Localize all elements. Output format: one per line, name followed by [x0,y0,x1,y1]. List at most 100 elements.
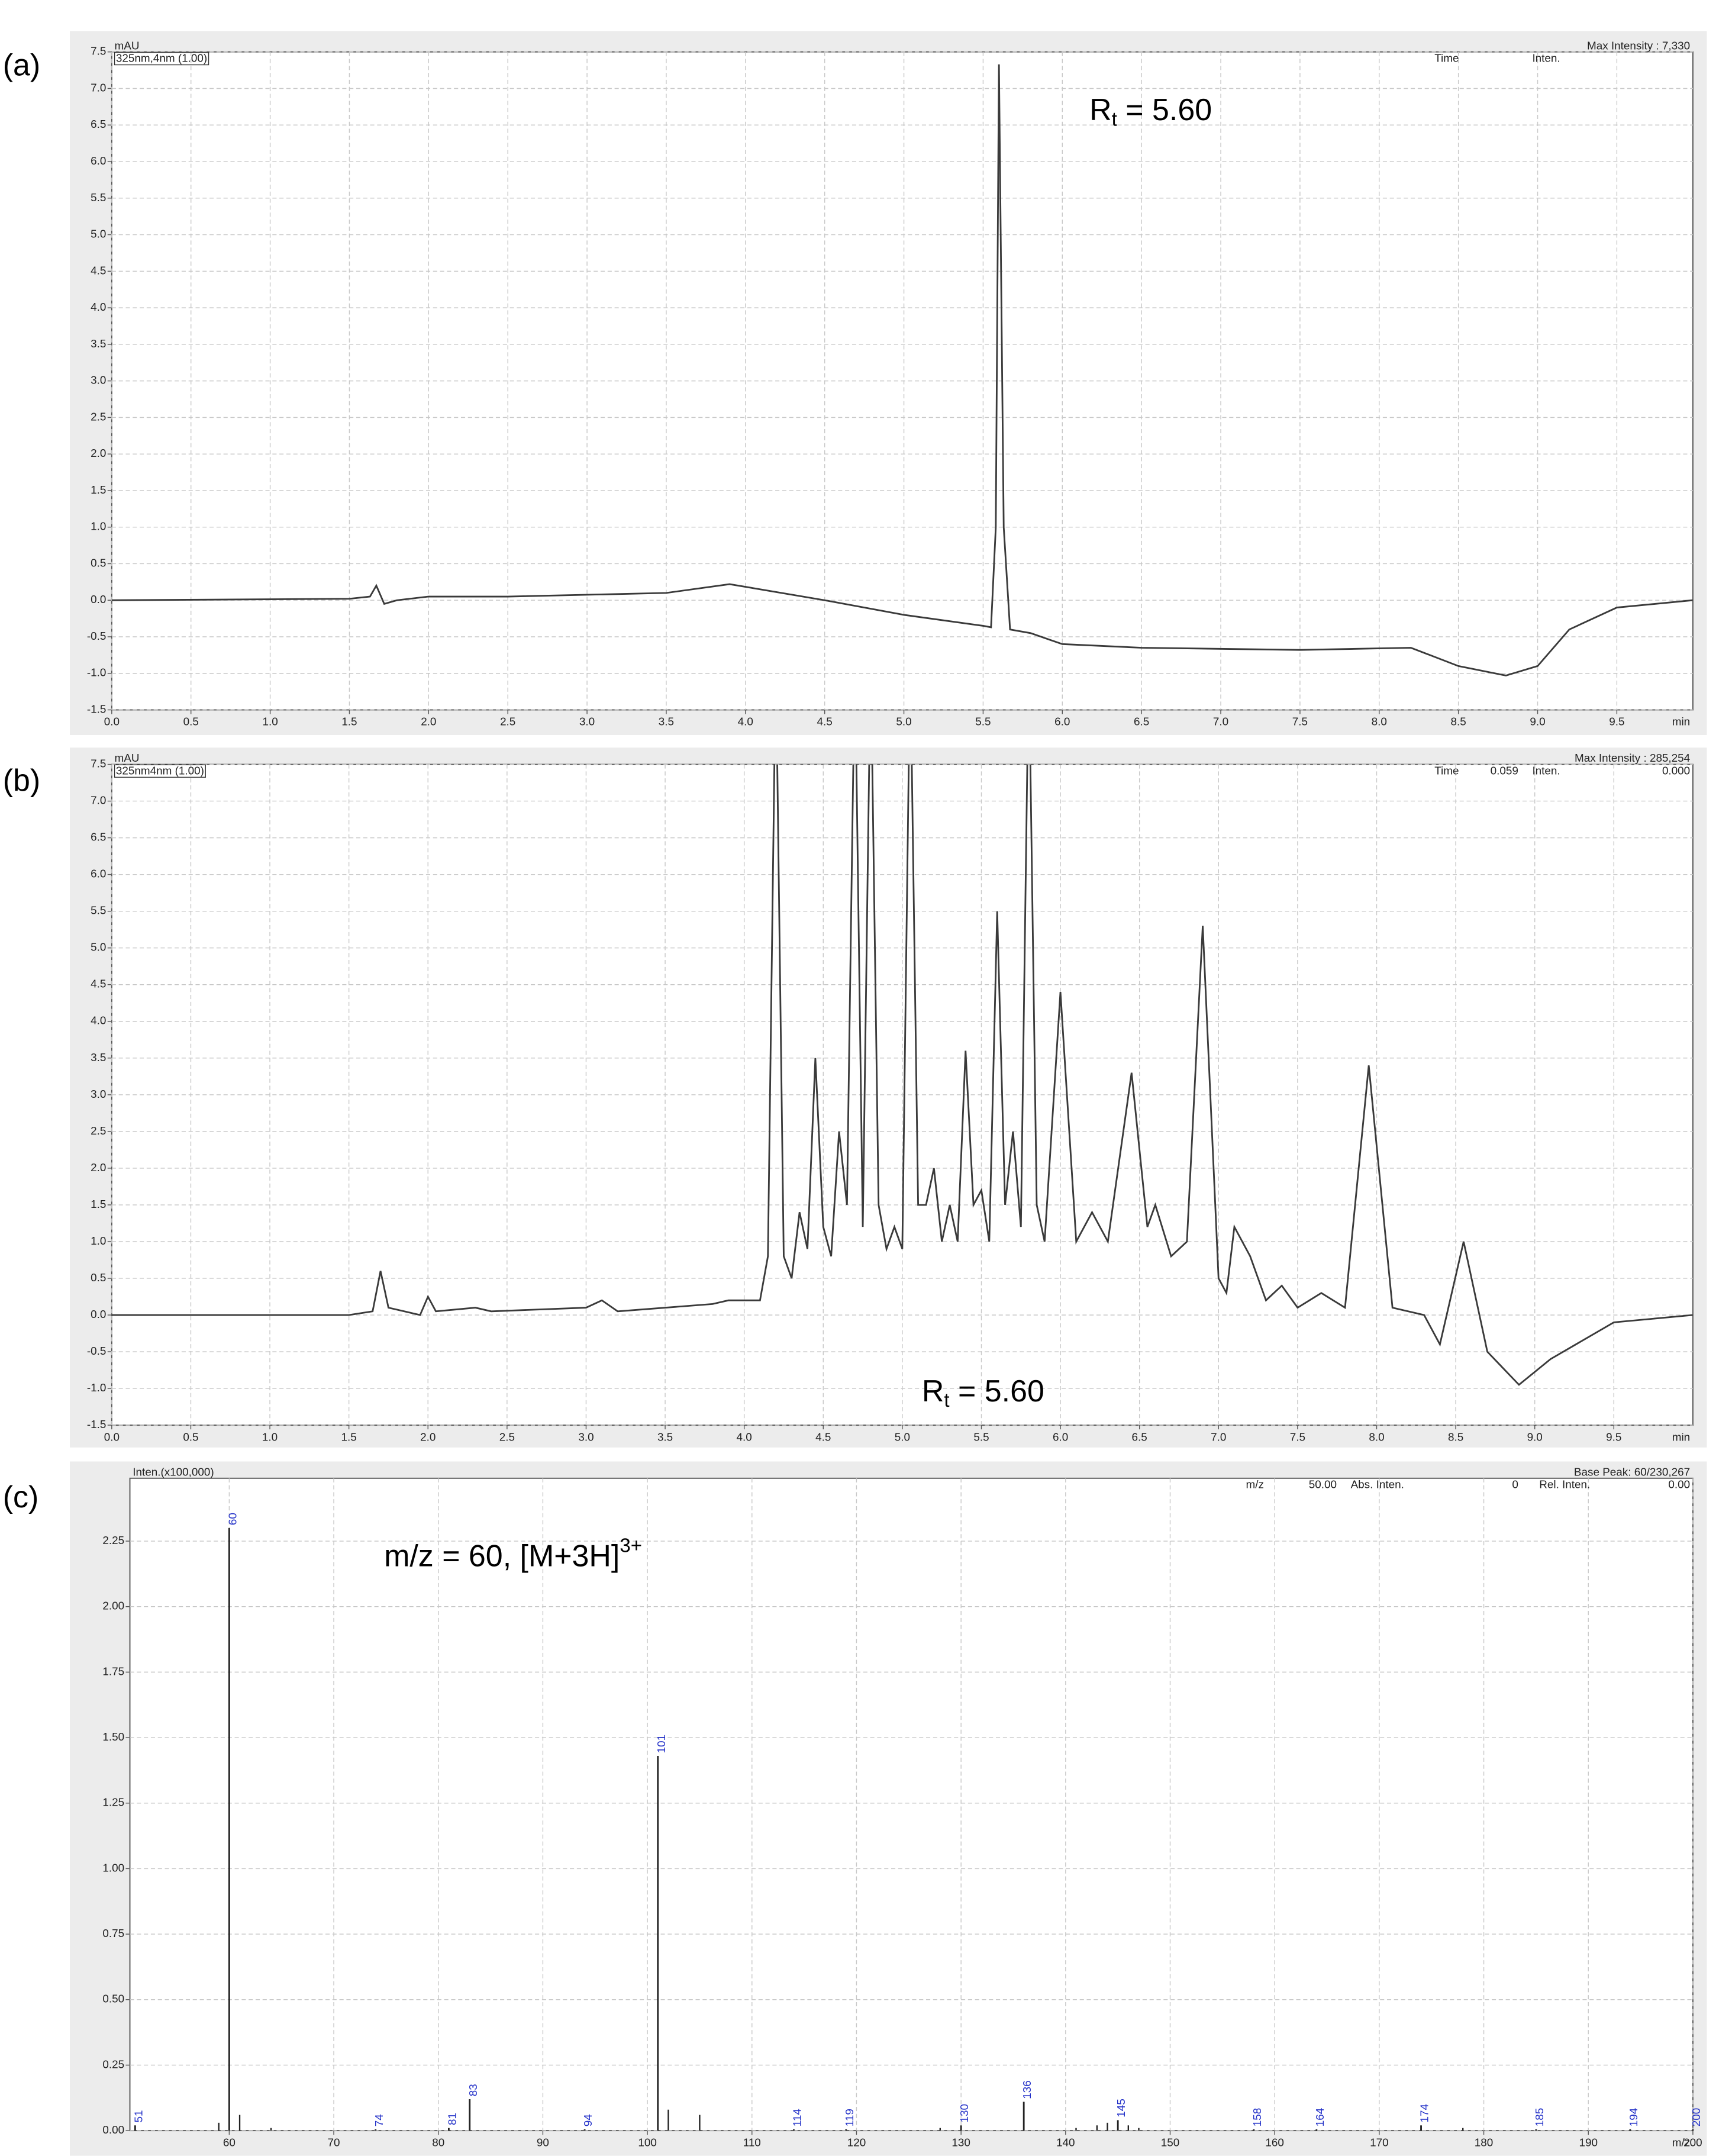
x-tick-label: 2.0 [421,716,436,729]
x-tick-label: 8.5 [1448,1431,1463,1443]
peak-label: 94 [582,2114,595,2126]
y-tick-label: 3.0 [91,375,106,387]
x-tick-label: 190 [1579,2136,1598,2149]
x-tick-label: 140 [1056,2136,1075,2149]
y-tick-label: 5.0 [91,228,106,241]
y-tick-label: 2.0 [91,447,106,460]
annotation-text: R [922,1374,944,1409]
x-tick-label: 2.0 [420,1431,436,1443]
header-y-unit: mAU [115,752,140,765]
trace [111,764,1693,1386]
header-mz-label: m/z [1246,1479,1264,1491]
x-tick-label: 60 [223,2136,236,2149]
x-tick-label: 6.5 [1132,1431,1147,1443]
peak-label: 81 [446,2113,459,2125]
plot-area [129,1477,1694,2132]
x-tick-label: 9.5 [1606,1431,1621,1443]
x-axis-unit: m/z [1672,2136,1690,2149]
y-tick-label: 2.25 [102,1535,124,1547]
y-tick-label: 0.00 [102,2124,124,2136]
x-tick-label: 6.0 [1054,716,1070,729]
annotation: m/z = 60, [M+3H]3+ [384,1535,642,1573]
y-tick-label: 2.5 [91,1125,106,1137]
x-tick-label: 1.0 [262,1431,278,1443]
y-tick-label: 0.75 [102,1928,124,1940]
y-tick-label: 1.00 [102,1862,124,1874]
y-tick-label: 3.0 [91,1088,106,1101]
x-tick-label: 7.0 [1213,716,1228,729]
y-tick-label: 0.5 [91,557,106,569]
peak-label: 145 [1115,2099,1128,2118]
peak-label: 174 [1419,2104,1431,2123]
peak-label: 60 [227,1513,239,1525]
y-tick-label: 0.0 [91,1309,106,1321]
x-axis-unit: min [1672,1431,1690,1443]
header-inten-label: Inten. [1532,765,1560,777]
y-tick-label: 2.00 [102,1600,124,1613]
header-channel: 325nm4nm (1.00) [116,765,204,777]
x-tick-label: 9.5 [1609,716,1624,729]
x-tick-label: 8.0 [1369,1431,1384,1443]
x-tick-label: 120 [847,2136,866,2149]
panel-label: (c) [3,1480,39,1514]
y-tick-label: 1.0 [91,1235,106,1248]
header-rel-label: Rel. Inten. [1539,1479,1590,1491]
x-tick-label: 130 [952,2136,970,2149]
header-max-intensity: Max Intensity : 7,330 [1587,40,1690,52]
peak-label: 101 [656,1735,668,1754]
y-tick-label: -1.5 [87,703,107,716]
y-tick-label: 7.5 [91,758,106,771]
y-tick-label: -0.5 [87,630,107,643]
x-tick-label: 3.0 [578,1431,594,1443]
peak-label: 200 [1691,2108,1703,2127]
y-tick-label: 5.0 [91,942,106,954]
x-tick-label: 1.0 [262,716,278,729]
y-tick-label: -1.0 [87,667,107,679]
peak-label: 194 [1628,2108,1640,2127]
y-tick-label: 1.5 [91,1198,106,1211]
header-inten-label: Inten. [1532,53,1560,65]
y-tick-label: 4.0 [91,1015,106,1027]
x-tick-label: 160 [1265,2136,1284,2149]
header-max-intensity: Max Intensity : 285,254 [1575,752,1690,765]
x-tick-label: 4.0 [737,1431,752,1443]
peak-label: 164 [1314,2108,1327,2127]
x-tick-label: 4.5 [817,716,833,729]
annotation-text: = 5.60 [950,1374,1044,1409]
x-tick-label: 0.5 [183,1431,198,1443]
header-time-label: Time [1434,765,1459,777]
peak-label: 136 [1021,2080,1034,2099]
x-tick-label: 170 [1370,2136,1389,2149]
header-y-unit: Inten.(x100,000) [133,1466,214,1478]
header-mz-value: 50.00 [1309,1479,1337,1491]
peak-label: 74 [373,2114,386,2126]
header-rel-value: 0.00 [1668,1479,1690,1491]
y-tick-label: 4.0 [91,301,106,314]
y-tick-label: 7.0 [91,82,106,94]
annotation-subscript: t [1112,108,1117,130]
annotation: Rt = 5.60 [922,1374,1044,1411]
x-tick-label: 3.5 [657,1431,673,1443]
y-tick-label: 0.0 [91,594,106,606]
y-tick-label: 7.5 [91,46,106,58]
x-tick-label: 90 [537,2136,549,2149]
header-channel: 325nm,4nm (1.00) [116,53,207,65]
channel-box [114,51,209,66]
y-tick-label: 3.5 [91,1052,106,1064]
x-tick-label: 200 [1683,2136,1702,2149]
header-abs-value: 0 [1512,1479,1518,1491]
annotation: Rt = 5.60 [1089,93,1212,130]
y-tick-label: -0.5 [87,1345,107,1358]
annotation-text: = 5.60 [1117,93,1212,127]
header-inten-value: 0.000 [1662,765,1690,777]
y-tick-label: 2.0 [91,1162,106,1174]
x-tick-label: 3.0 [579,716,595,729]
x-tick-label: 2.5 [499,1431,515,1443]
x-tick-label: 3.5 [659,716,674,729]
trace [111,64,1693,676]
x-tick-label: 0.5 [183,716,199,729]
y-tick-label: 2.5 [91,411,106,423]
x-tick-label: 2.5 [500,716,515,729]
panel-label: (b) [3,763,40,798]
x-tick-label: 5.0 [896,716,911,729]
